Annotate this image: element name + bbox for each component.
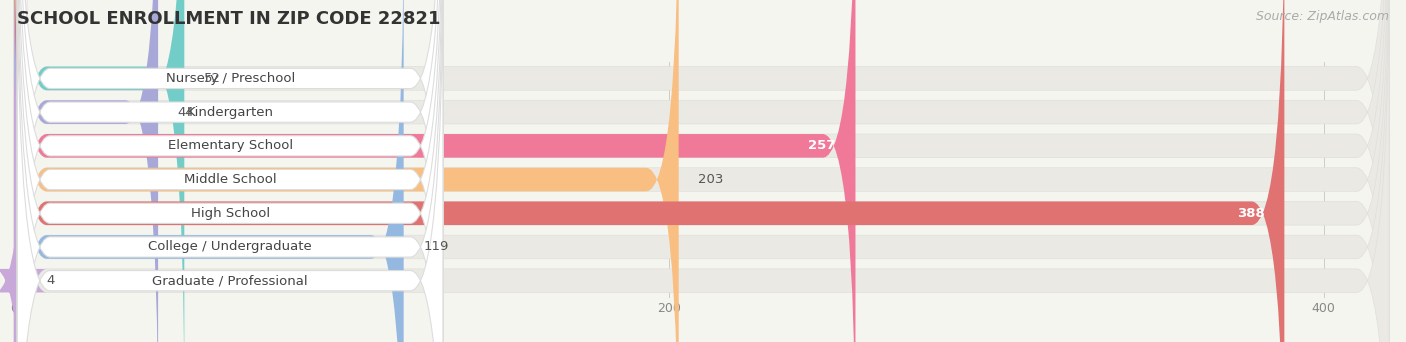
Text: 203: 203	[699, 173, 724, 186]
FancyBboxPatch shape	[17, 0, 443, 342]
Text: 52: 52	[204, 72, 221, 85]
FancyBboxPatch shape	[14, 0, 1284, 342]
FancyBboxPatch shape	[17, 0, 443, 342]
FancyBboxPatch shape	[17, 0, 443, 342]
FancyBboxPatch shape	[17, 0, 443, 342]
Text: 388: 388	[1237, 207, 1265, 220]
FancyBboxPatch shape	[14, 0, 1389, 342]
FancyBboxPatch shape	[14, 0, 1389, 342]
FancyBboxPatch shape	[0, 0, 46, 342]
FancyBboxPatch shape	[14, 0, 404, 342]
Text: SCHOOL ENROLLMENT IN ZIP CODE 22821: SCHOOL ENROLLMENT IN ZIP CODE 22821	[17, 10, 440, 28]
Text: 44: 44	[177, 106, 194, 119]
Text: Graduate / Professional: Graduate / Professional	[152, 274, 308, 287]
FancyBboxPatch shape	[17, 0, 443, 342]
FancyBboxPatch shape	[14, 0, 1389, 342]
Text: 4: 4	[46, 274, 55, 287]
Text: College / Undergraduate: College / Undergraduate	[148, 240, 312, 253]
Text: Elementary School: Elementary School	[167, 139, 292, 152]
FancyBboxPatch shape	[17, 0, 443, 342]
FancyBboxPatch shape	[14, 0, 184, 342]
FancyBboxPatch shape	[14, 0, 855, 342]
Text: 257: 257	[808, 139, 835, 152]
Text: 119: 119	[423, 240, 449, 253]
Text: High School: High School	[191, 207, 270, 220]
Text: Nursery / Preschool: Nursery / Preschool	[166, 72, 295, 85]
FancyBboxPatch shape	[14, 0, 679, 342]
FancyBboxPatch shape	[14, 0, 1389, 342]
FancyBboxPatch shape	[14, 0, 1389, 342]
Text: Kindergarten: Kindergarten	[187, 106, 274, 119]
FancyBboxPatch shape	[14, 0, 1389, 342]
FancyBboxPatch shape	[17, 0, 443, 342]
FancyBboxPatch shape	[14, 0, 1389, 342]
Text: Middle School: Middle School	[184, 173, 277, 186]
FancyBboxPatch shape	[14, 0, 157, 342]
Text: Source: ZipAtlas.com: Source: ZipAtlas.com	[1256, 10, 1389, 23]
